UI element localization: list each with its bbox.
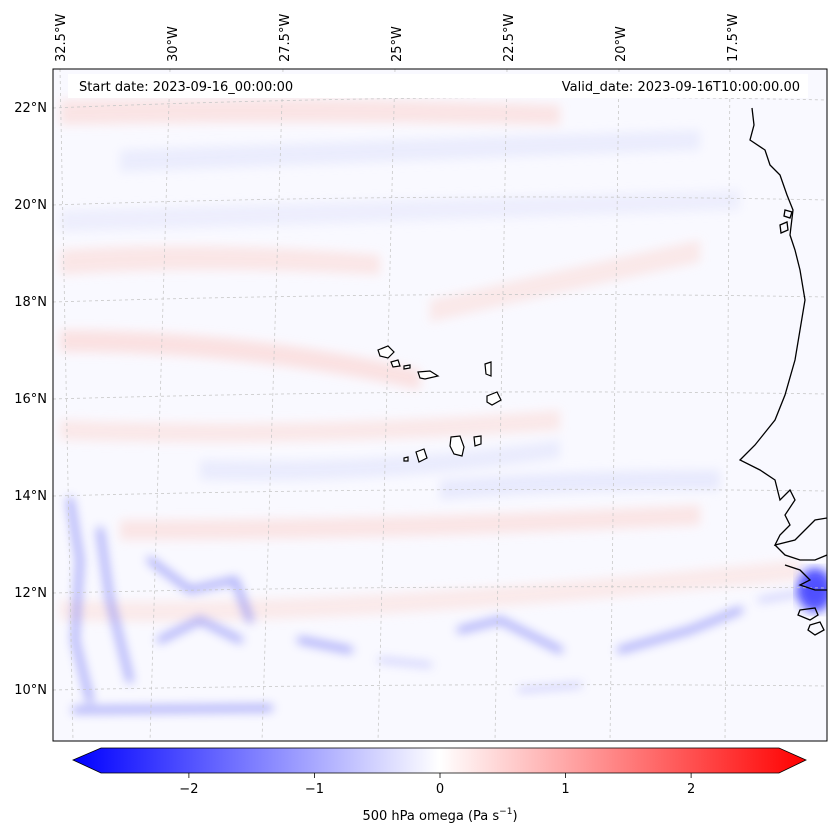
colorbar: −2 −1 0 1 2 500 hPa omega (Pa s−1) [72, 747, 807, 824]
header-strip [68, 74, 808, 98]
colorbar-ticks: −2 −1 0 1 2 [179, 773, 695, 797]
cape-verde-islands [377, 345, 502, 463]
longitude-label: 32.5°W [54, 14, 69, 62]
longitude-label: 22.5°W [502, 14, 517, 62]
latitude-label: 20°N [14, 198, 47, 213]
latitude-labels: 22°N 20°N 18°N 16°N 14°N 12°N 10°N [14, 101, 47, 698]
africa-coastline [738, 107, 827, 546]
colorbar-tick-label: 2 [687, 782, 695, 797]
colorbar-body [72, 747, 807, 774]
latitude-label: 10°N [14, 683, 47, 698]
colorbar-tick-label: −2 [179, 782, 198, 797]
colorbar-label-close: ) [512, 809, 517, 824]
colorbar-label-sup: −1 [499, 807, 512, 817]
longitude-label: 20°W [614, 26, 629, 62]
longitude-label: 17.5°W [726, 14, 741, 62]
map-panel: Start date: 2023-09-16_00:00:00 Valid_da… [52, 68, 828, 742]
strong-ascent-patch [797, 568, 827, 612]
latitude-label: 18°N [14, 295, 47, 310]
valid-date-label: Valid_date: 2023-09-16T10:00:00.00 [562, 80, 800, 95]
colorbar-label: 500 hPa omega (Pa s−1) [362, 807, 517, 824]
omega-field [53, 69, 827, 741]
latitude-label: 12°N [14, 586, 47, 601]
longitude-label: 25°W [390, 26, 405, 62]
colorbar-label-text: 500 hPa omega (Pa s [362, 809, 499, 824]
latitude-label: 16°N [14, 392, 47, 407]
gridlines [53, 69, 827, 741]
latitude-label: 14°N [14, 489, 47, 504]
map-frame [52, 68, 828, 742]
longitude-label: 30°W [166, 26, 181, 62]
colorbar-tick-label: −1 [305, 782, 324, 797]
start-date-label: Start date: 2023-09-16_00:00:00 [79, 80, 293, 95]
colorbar-tick-label: 0 [436, 782, 444, 797]
longitude-labels: 32.5°W 30°W 27.5°W 25°W 22.5°W 20°W 17.5°W [54, 14, 741, 62]
longitude-label: 27.5°W [278, 14, 293, 62]
latitude-label: 22°N [14, 101, 47, 116]
colorbar-tick-label: 1 [561, 782, 569, 797]
